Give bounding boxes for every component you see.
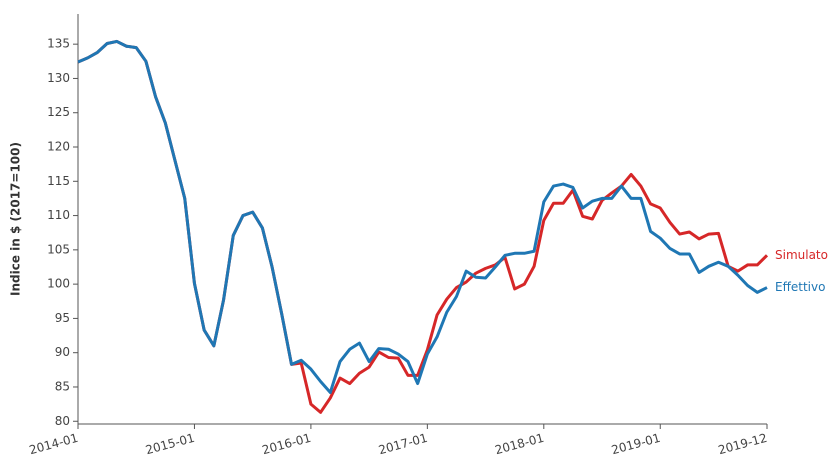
- x-tick-label: 2015-01: [144, 431, 196, 458]
- y-tick-label: 125: [47, 105, 70, 119]
- x-tick-label: 2019-01: [610, 431, 662, 458]
- y-tick-label: 100: [47, 277, 70, 291]
- y-tick-label: 80: [55, 414, 70, 428]
- series-line: [77, 39, 768, 394]
- y-tick-label: 95: [55, 311, 70, 325]
- y-tick-label: 90: [55, 345, 70, 359]
- y-tick-label: 115: [47, 174, 70, 188]
- series-line: [77, 39, 769, 414]
- y-tick-label: 135: [47, 37, 70, 51]
- y-tick-label: 105: [47, 242, 70, 256]
- y-axis-label: Indice in $ (2017=100): [9, 142, 23, 296]
- y-tick-label: 120: [47, 140, 70, 154]
- x-tick-label: 2018-01: [493, 431, 545, 458]
- x-tick-label: 2014-01: [28, 431, 80, 458]
- x-tick-label: 2017-01: [377, 431, 429, 458]
- x-tick-label: 2016-01: [261, 431, 313, 458]
- y-tick-label: 130: [47, 71, 70, 85]
- y-tick-label: 85: [55, 379, 70, 393]
- x-tick-label: 2019-12: [717, 431, 769, 458]
- y-tick-label: 110: [47, 208, 70, 222]
- legend-label: Effettivo: [775, 280, 825, 294]
- legend-label: Simulato: [775, 248, 828, 262]
